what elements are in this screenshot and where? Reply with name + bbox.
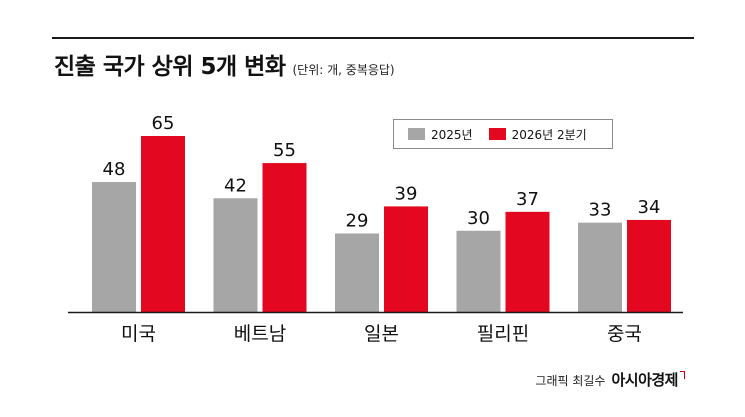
- bar-2026-0: [141, 136, 185, 312]
- unit-note: (단위: 개, 중복응답): [292, 63, 395, 77]
- footer: 그래픽 최길수 아시아경제: [535, 369, 685, 390]
- data-label-2026-0: 65: [152, 113, 175, 134]
- legend-swatch-2026: [488, 128, 506, 140]
- data-label-2026-4: 34: [638, 197, 661, 218]
- category-label-2: 일본: [364, 323, 399, 345]
- legend: 2025년 2026년 2분기: [393, 119, 613, 149]
- title-row: 진출 국가 상위 5개 변화 (단위: 개, 중복응답): [54, 47, 395, 81]
- category-label-3: 필리핀: [477, 323, 529, 345]
- bar-2025-0: [92, 182, 136, 312]
- legend-label-2025: 2025년: [431, 127, 473, 142]
- data-label-2025-3: 30: [467, 208, 490, 229]
- data-label-2025-2: 29: [346, 210, 369, 231]
- legend-label-2026: 2026년 2분기: [511, 127, 587, 142]
- bar-2026-3: [505, 211, 550, 312]
- category-label-0: 미국: [121, 323, 156, 345]
- bar-2025-1: [213, 198, 258, 312]
- bar-2025-2: [335, 233, 379, 312]
- bar-2026-1: [262, 163, 307, 312]
- data-label-2026-2: 39: [395, 183, 418, 204]
- bar-2026-2: [384, 206, 428, 312]
- data-label-2025-4: 33: [589, 200, 612, 221]
- data-label-2025-0: 48: [103, 159, 126, 180]
- brand-mark-icon: [680, 371, 685, 379]
- bar-2025-3: [456, 230, 501, 312]
- legend-item-2026: 2026년 2분기: [488, 126, 587, 143]
- top-rule: [52, 37, 694, 39]
- category-label-1: 베트남: [234, 323, 286, 345]
- brand-logo-text: 아시아경제: [611, 371, 678, 389]
- chart-title: 진출 국가 상위 5개 변화: [54, 54, 286, 80]
- data-label-2025-1: 42: [224, 175, 247, 196]
- graphic-credit: 그래픽 최길수: [535, 374, 606, 388]
- data-label-2026-3: 37: [516, 189, 539, 210]
- data-label-2026-1: 55: [273, 140, 296, 161]
- legend-swatch-2025: [408, 128, 425, 140]
- bar-2026-4: [627, 219, 671, 312]
- bar-2025-4: [578, 222, 622, 312]
- category-label-4: 중국: [607, 323, 642, 345]
- legend-item-2025: 2025년: [408, 126, 473, 143]
